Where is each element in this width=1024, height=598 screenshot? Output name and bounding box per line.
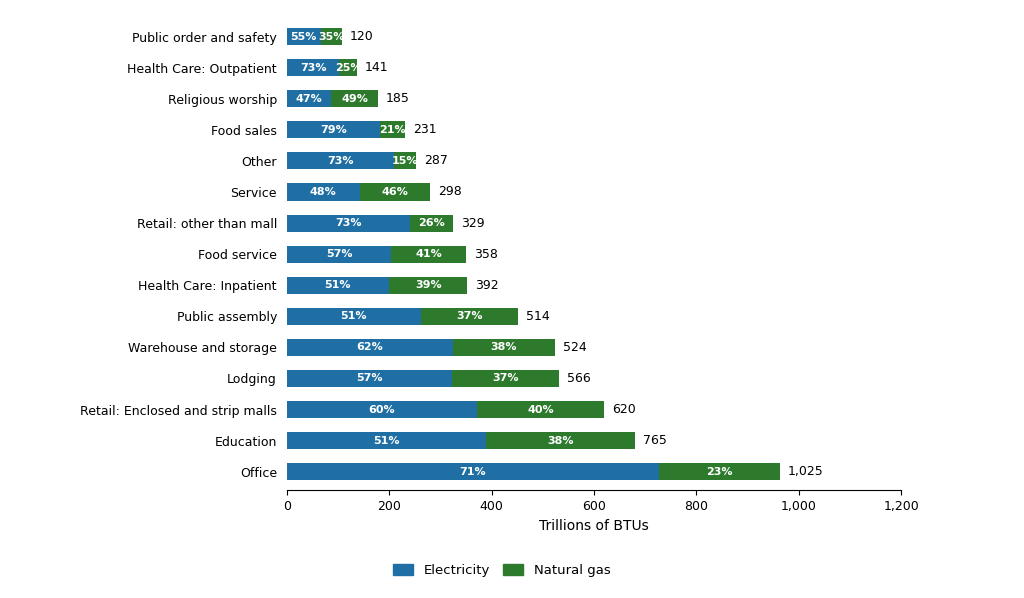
Bar	[287, 90, 331, 107]
Bar	[331, 90, 378, 107]
Text: 55%: 55%	[291, 32, 316, 42]
Bar	[287, 277, 389, 294]
Text: 231: 231	[413, 123, 436, 136]
Bar	[287, 152, 394, 169]
Text: 51%: 51%	[374, 435, 399, 446]
Text: 23%: 23%	[707, 466, 733, 477]
Text: 38%: 38%	[490, 343, 517, 352]
Text: 73%: 73%	[335, 218, 361, 228]
Text: 37%: 37%	[457, 312, 483, 321]
Bar	[321, 28, 342, 45]
Bar	[380, 121, 406, 138]
Text: 49%: 49%	[341, 94, 368, 103]
Bar	[391, 246, 466, 263]
Text: 41%: 41%	[416, 249, 442, 259]
Bar	[287, 215, 410, 231]
Text: 57%: 57%	[356, 374, 383, 383]
Bar	[453, 339, 555, 356]
Text: 185: 185	[385, 92, 410, 105]
Bar	[287, 246, 391, 263]
Bar	[287, 308, 421, 325]
Text: 73%: 73%	[300, 63, 327, 73]
Text: 25%: 25%	[335, 63, 361, 73]
Text: 46%: 46%	[382, 187, 409, 197]
Text: 329: 329	[461, 216, 484, 230]
Text: 524: 524	[563, 341, 587, 354]
Bar	[287, 432, 486, 449]
Text: 287: 287	[424, 154, 447, 167]
Bar	[394, 152, 416, 169]
Bar	[452, 370, 559, 387]
Text: 60%: 60%	[369, 405, 395, 414]
Text: 37%: 37%	[493, 374, 519, 383]
Bar	[410, 215, 454, 231]
Bar	[287, 121, 380, 138]
Text: 566: 566	[567, 372, 591, 385]
Text: 71%: 71%	[460, 466, 486, 477]
Text: 38%: 38%	[548, 435, 574, 446]
Bar	[389, 277, 467, 294]
Text: 26%: 26%	[418, 218, 445, 228]
Text: 57%: 57%	[326, 249, 352, 259]
Text: 62%: 62%	[356, 343, 383, 352]
Bar	[486, 432, 635, 449]
Text: 39%: 39%	[415, 280, 441, 290]
Bar	[421, 308, 518, 325]
Text: 48%: 48%	[310, 187, 337, 197]
Bar	[360, 184, 430, 200]
Text: 392: 392	[475, 279, 499, 292]
Text: 1,025: 1,025	[787, 465, 823, 478]
Text: 35%: 35%	[318, 32, 344, 42]
Bar	[287, 370, 452, 387]
Text: 141: 141	[366, 61, 389, 74]
Bar	[287, 28, 321, 45]
Text: 514: 514	[526, 310, 550, 323]
Text: 298: 298	[438, 185, 462, 199]
Bar	[477, 401, 604, 418]
Bar	[659, 463, 780, 480]
Text: 51%: 51%	[325, 280, 351, 290]
Bar	[287, 339, 453, 356]
Bar	[287, 59, 339, 76]
X-axis label: Trillions of BTUs: Trillions of BTUs	[539, 518, 649, 533]
Text: 21%: 21%	[379, 125, 406, 135]
Text: 120: 120	[350, 30, 374, 43]
Text: 51%: 51%	[341, 312, 367, 321]
Text: 40%: 40%	[527, 405, 554, 414]
Text: 47%: 47%	[296, 94, 323, 103]
Bar	[287, 401, 477, 418]
Text: 765: 765	[643, 434, 667, 447]
Bar	[339, 59, 357, 76]
Text: 73%: 73%	[327, 156, 353, 166]
Legend: Electricity, Natural gas: Electricity, Natural gas	[388, 559, 615, 582]
Text: 620: 620	[612, 403, 636, 416]
Bar	[287, 463, 659, 480]
Bar	[287, 184, 360, 200]
Text: 15%: 15%	[392, 156, 418, 166]
Text: 79%: 79%	[321, 125, 347, 135]
Text: 358: 358	[474, 248, 498, 261]
